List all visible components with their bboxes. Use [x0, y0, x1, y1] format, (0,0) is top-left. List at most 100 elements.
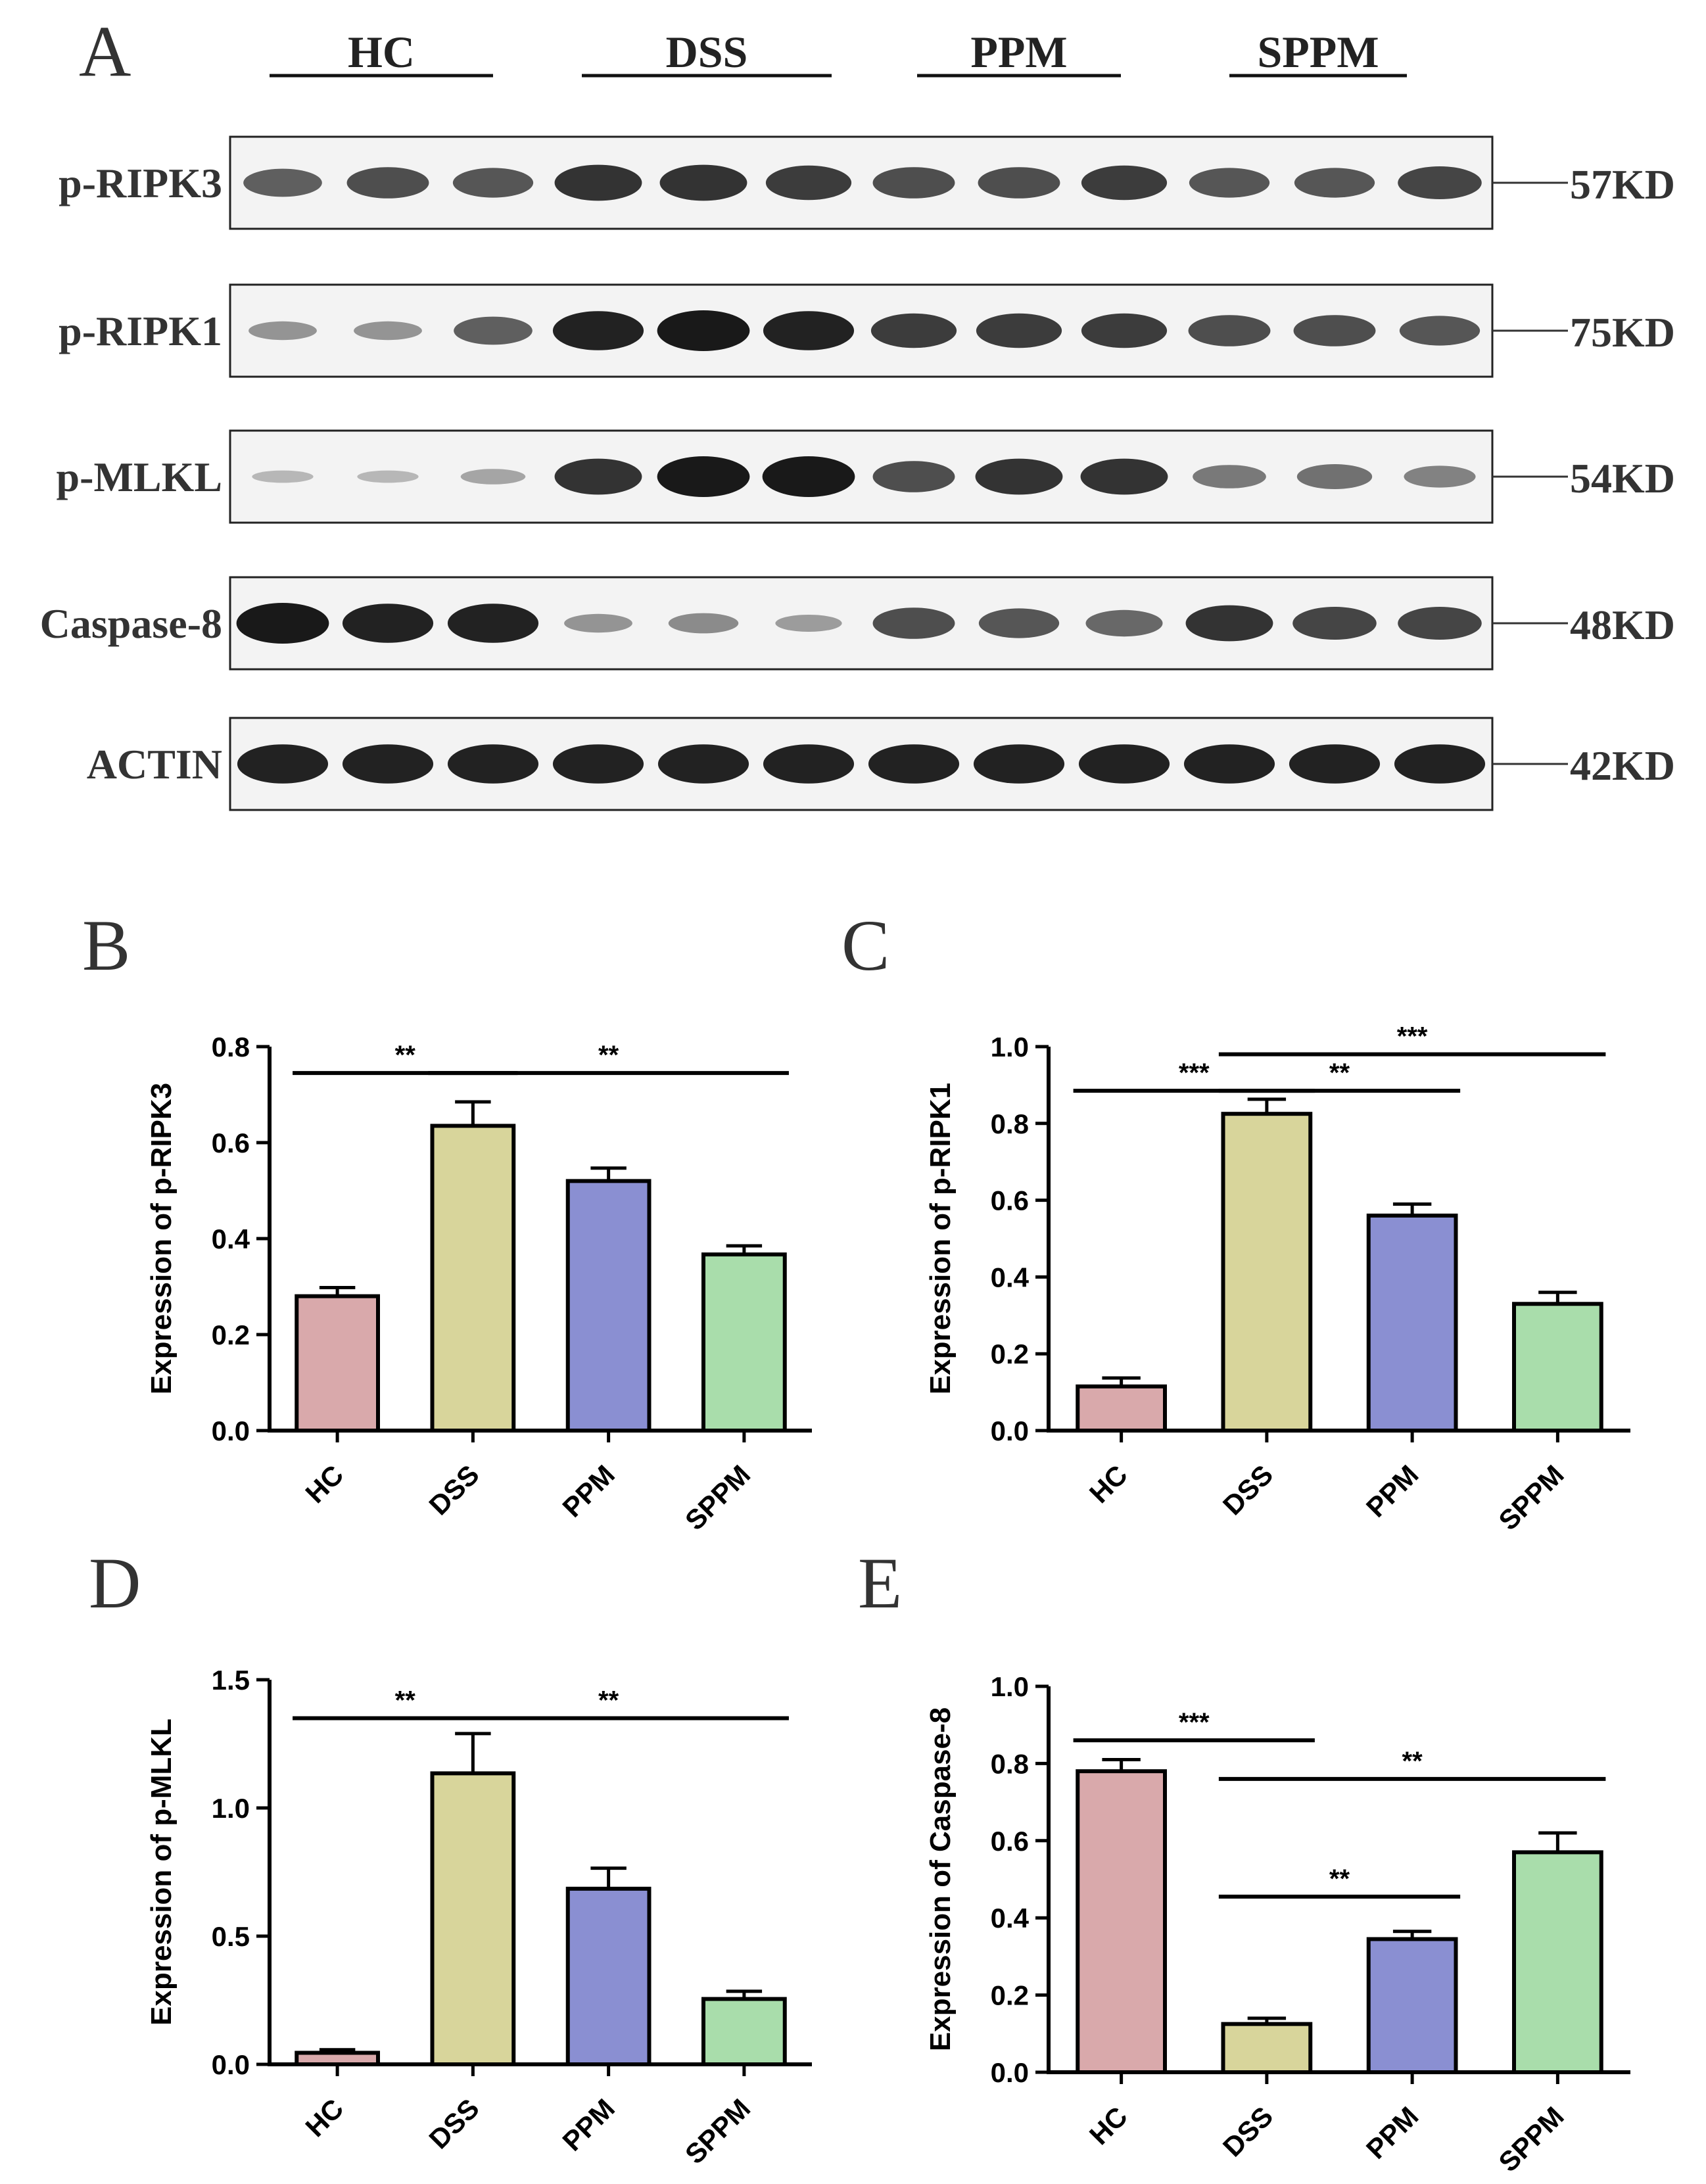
western-blot-panel: A HC DSS PPM SPPM p-RIPK3 57KD p-RIPK1 75KD p-M…: [40, 11, 1675, 811]
y-tick-label: 0.8: [212, 1032, 250, 1062]
panel-label-d: D: [89, 1543, 141, 1623]
blot-band: [1188, 315, 1271, 346]
protein-label: Caspase-8: [40, 600, 222, 647]
blot-band: [1394, 744, 1486, 784]
blot-band: [447, 744, 539, 784]
x-category-label: SPPM: [679, 2093, 756, 2170]
blot-band: [872, 167, 955, 199]
y-tick-label: 0.0: [212, 2049, 250, 2080]
blot-band: [973, 744, 1065, 784]
chart-panel-c: C 0.0 0.2 0.4 0.6 0.8 1.0 Expression of p-RIPK…: [841, 905, 1630, 1536]
y-tick-label: 0.6: [991, 1826, 1029, 1857]
protein-label: p-RIPK3: [59, 160, 222, 206]
blot-band: [657, 456, 750, 497]
blot-band: [252, 470, 314, 483]
blot-band: [554, 458, 642, 495]
blot-band: [460, 469, 526, 485]
blot-band: [1081, 313, 1168, 348]
blot-band: [447, 604, 539, 643]
group-label: SPPM: [1257, 27, 1379, 77]
blot-band: [1398, 607, 1482, 640]
x-category-label: HC: [299, 1459, 349, 1509]
group-label: PPM: [970, 27, 1067, 77]
x-category-label: PPM: [556, 1459, 621, 1523]
y-tick-label: 0.6: [212, 1128, 250, 1158]
blot-membrane: [229, 576, 1494, 671]
group-label: DSS: [666, 27, 748, 77]
blot-membrane: [229, 283, 1494, 378]
y-tick-label: 1.0: [212, 1793, 250, 1824]
group-label: HC: [348, 27, 415, 77]
blot-band: [346, 167, 429, 199]
blot-band: [1292, 607, 1377, 640]
blot-band: [1085, 609, 1163, 637]
bar-ppm: [1366, 1937, 1458, 2075]
y-axis-label: Expression of p-RIPK3: [145, 1083, 178, 1394]
blot-band: [1289, 744, 1381, 784]
blot-band: [763, 311, 855, 350]
blot-rows: p-RIPK3 57KD p-RIPK1 75KD p-MLKL 54KD Caspase-…: [40, 135, 1675, 811]
panel-label-a: A: [79, 11, 131, 91]
significance-label: **: [395, 1686, 416, 1715]
molecular-weight-label: 75KD: [1570, 309, 1675, 356]
blot-band: [354, 321, 422, 341]
blot-band: [342, 604, 434, 643]
blot-band: [357, 470, 419, 483]
y-tick-label: 1.0: [991, 1671, 1029, 1702]
x-category-label: DSS: [423, 1459, 485, 1521]
blot-band: [1398, 166, 1482, 199]
blot-band: [765, 165, 852, 201]
panel-label-b: B: [82, 905, 130, 985]
protein-label: ACTIN: [87, 741, 222, 788]
blot-band: [1404, 465, 1476, 488]
x-category-label: DSS: [1217, 2101, 1279, 2162]
blot-band: [1185, 605, 1273, 642]
blot-band: [249, 321, 317, 341]
y-tick-label: 1.0: [991, 1032, 1029, 1062]
blot-band: [763, 744, 855, 784]
blot-row: p-MLKL 54KD: [57, 429, 1675, 524]
x-category-label: PPM: [556, 2093, 621, 2157]
blot-band: [668, 613, 739, 634]
blot-band: [552, 311, 644, 350]
y-tick-label: 0.2: [212, 1319, 250, 1350]
y-tick-label: 0.4: [991, 1262, 1030, 1293]
blot-band: [452, 168, 534, 198]
chart-panel-e: E 0.0 0.2 0.4 0.6 0.8 1.0 Expression of Caspas…: [858, 1543, 1630, 2178]
y-tick-label: 0.0: [212, 1415, 250, 1446]
x-category-label: SPPM: [679, 1459, 756, 1536]
panel-label-e: E: [858, 1543, 902, 1623]
blot-group-header: HC DSS PPM SPPM: [270, 27, 1407, 78]
significance-label: **: [1402, 1747, 1423, 1776]
y-tick-label: 0.5: [212, 1921, 250, 1952]
y-axis-label: Expression of p-RIPK1: [924, 1083, 957, 1394]
significance-label: ***: [1179, 1058, 1210, 1087]
bar-ppm: [565, 1886, 652, 2067]
bar-dss: [1221, 1112, 1313, 1433]
blot-band: [1293, 315, 1376, 346]
chart-panel-b: B 0.0 0.2 0.4 0.6 0.8 Expression of p-RIPK3 HC…: [82, 905, 812, 1536]
protein-label: p-MLKL: [57, 454, 222, 500]
x-category-label: HC: [299, 2093, 349, 2143]
bar-ppm: [1366, 1213, 1458, 1433]
blot-band: [454, 316, 533, 345]
blot-row: p-RIPK1 75KD: [59, 283, 1675, 378]
blot-band: [872, 607, 955, 639]
molecular-weight-label: 57KD: [1570, 161, 1675, 208]
blot-band: [1081, 165, 1168, 201]
blot-band: [659, 164, 747, 201]
y-tick-label: 0.2: [991, 1339, 1029, 1369]
blot-band: [978, 167, 1060, 199]
significance-label: **: [1329, 1864, 1350, 1893]
bar-dss: [1221, 2022, 1313, 2074]
significance-label: ***: [1397, 1022, 1428, 1051]
blot-band: [1080, 458, 1168, 495]
blot-band: [657, 744, 749, 784]
blot-band: [237, 744, 329, 784]
y-tick-label: 0.4: [212, 1223, 250, 1254]
bar-hc: [295, 2051, 380, 2066]
bar-dss: [430, 1124, 516, 1433]
protein-label: p-RIPK1: [59, 308, 222, 354]
blot-band: [868, 744, 960, 784]
